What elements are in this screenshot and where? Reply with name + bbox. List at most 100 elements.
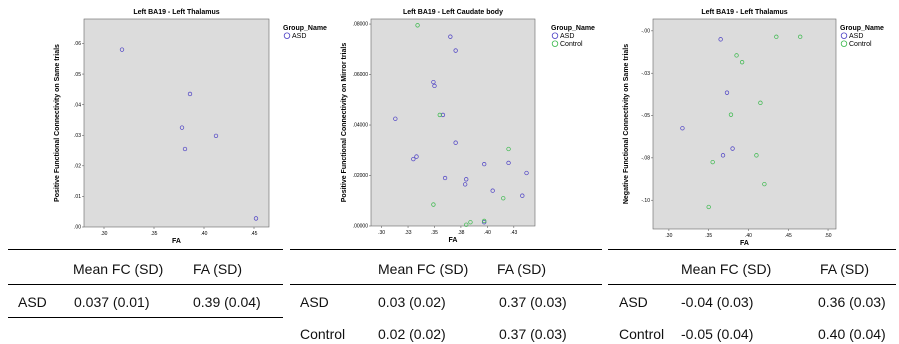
legend-marker-control: [551, 40, 559, 47]
data-point-asd: [720, 153, 726, 158]
data-point-asd: [414, 154, 419, 159]
data-point-control: [431, 202, 436, 207]
data-point-asd: [464, 177, 469, 182]
data-point-asd: [253, 216, 259, 221]
scatter-chart-thalamus-positive: Left BA19 - Left Thalamus FA Positive Func…: [54, 9, 327, 245]
table-1-row-mean-fc: 0.037 (0.01): [74, 294, 150, 310]
legend-label-control: Control: [560, 41, 583, 48]
plot-area: [370, 18, 536, 227]
y-tick-label: -.10: [641, 198, 650, 204]
data-point-asd: [431, 79, 436, 85]
data-point-asd: [119, 47, 125, 52]
data-point-asd: [440, 112, 446, 118]
data-point-asd: [393, 116, 398, 121]
data-point-control: [501, 196, 506, 201]
x-tick-label: .45: [785, 233, 792, 239]
table-2-header-rule: [290, 284, 602, 285]
plot-area: [83, 18, 270, 228]
table-2-row-2-mean-fc: 0.02 (0.02): [378, 326, 446, 342]
legend-title: Group_Name: [283, 25, 327, 32]
x-tick-label: .35: [431, 230, 438, 236]
data-point-asd: [448, 34, 453, 39]
y-tick-label: -.03: [641, 71, 650, 77]
x-tick-label: .30: [101, 231, 108, 237]
data-point-asd: [718, 37, 723, 42]
chart-title: Left BA19 - Left Thalamus: [133, 9, 219, 16]
y-tick-label: .05: [74, 72, 81, 78]
table-3-row-1-group: ASD: [619, 294, 648, 310]
scatter-chart-caudate-positive: Left BA19 - Left Caudate body FA Positive …: [341, 9, 595, 244]
legend-label-control: Control: [849, 41, 872, 48]
x-tick-label: .43: [510, 230, 517, 236]
y-tick-label: .06000: [353, 72, 369, 78]
data-point-asd: [482, 162, 487, 167]
data-point-asd: [520, 193, 525, 198]
data-point-asd: [187, 91, 193, 97]
y-axis-label: Negative Functional Connectivity on Same…: [623, 44, 630, 204]
x-tick-label: .38: [457, 230, 464, 236]
legend-label-asd: ASD: [849, 33, 863, 40]
x-tick-label: .40: [745, 233, 752, 239]
data-point-control: [758, 100, 763, 105]
data-point-control: [798, 34, 803, 39]
x-tick-label: .40: [484, 230, 491, 236]
y-tick-label: -.00: [641, 29, 650, 35]
y-tick-label: .08000: [353, 22, 369, 28]
table-2-row-1-fa: 0.37 (0.03): [499, 294, 567, 310]
data-point-control: [710, 159, 715, 165]
y-tick-label: .06: [74, 41, 81, 47]
plot-area: [652, 18, 837, 230]
data-point-asd: [179, 125, 185, 130]
y-tick-label: .01: [74, 194, 81, 200]
table-1-header-mean-fc: Mean FC (SD): [73, 261, 164, 277]
table-1-top-rule: [8, 249, 283, 250]
chart-title: Left BA19 - Left Thalamus: [701, 9, 787, 16]
y-axis-label: Positive Functional Connectivity on Mirr…: [341, 43, 348, 203]
data-point-asd: [680, 126, 685, 131]
data-point-control: [739, 60, 745, 65]
table-2-top-rule: [290, 249, 602, 250]
y-axis-label: Positive Functional Connectivity on Same…: [54, 44, 61, 202]
chart-title: Left BA19 - Left Caudate body: [403, 9, 503, 16]
x-tick-label: .40: [201, 231, 208, 237]
x-axis-label: FA: [172, 238, 181, 245]
data-point-asd: [506, 160, 511, 166]
data-point-control: [728, 112, 734, 117]
table-3-header-rule: [608, 284, 896, 285]
y-tick-label: .04: [74, 102, 81, 108]
y-tick-label: .03: [74, 133, 81, 139]
legend-marker-control: [840, 40, 848, 47]
table-1-bottom-rule: [8, 317, 283, 318]
table-2-header-fa: FA (SD): [497, 261, 547, 277]
data-point-control: [706, 204, 711, 210]
data-point-asd: [453, 140, 458, 145]
x-axis-label: FA: [740, 240, 749, 247]
x-tick-label: .45: [251, 231, 258, 237]
data-point-control: [468, 220, 473, 225]
y-tick-label: .00: [74, 225, 81, 231]
table-2-row-2-group: Control: [300, 326, 346, 342]
data-point-asd: [182, 146, 188, 152]
data-point-control: [754, 153, 759, 158]
table-3-row-1-mean-fc: -0.04 (0.03): [681, 294, 754, 310]
data-point-asd: [432, 83, 437, 89]
data-point-control: [464, 222, 469, 227]
data-point-asd: [730, 146, 735, 151]
y-tick-label: .02: [74, 164, 81, 170]
x-tick-label: .30: [378, 230, 385, 236]
table-1-header-rule: [8, 284, 283, 285]
data-point-control: [762, 181, 767, 187]
data-point-asd: [490, 188, 495, 193]
x-tick-label: .50: [825, 233, 832, 239]
data-point-control: [506, 146, 511, 152]
data-point-control: [415, 23, 420, 28]
x-tick-label: .30: [665, 233, 672, 239]
legend-label-asd: ASD: [292, 33, 306, 40]
table-3-header-mean-fc: Mean FC (SD): [681, 261, 772, 277]
data-point-control: [774, 34, 779, 39]
data-point-asd: [482, 220, 487, 225]
x-tick-label: .35: [705, 233, 712, 239]
data-point-control: [482, 218, 487, 224]
legend-title: Group_Name: [551, 25, 595, 32]
